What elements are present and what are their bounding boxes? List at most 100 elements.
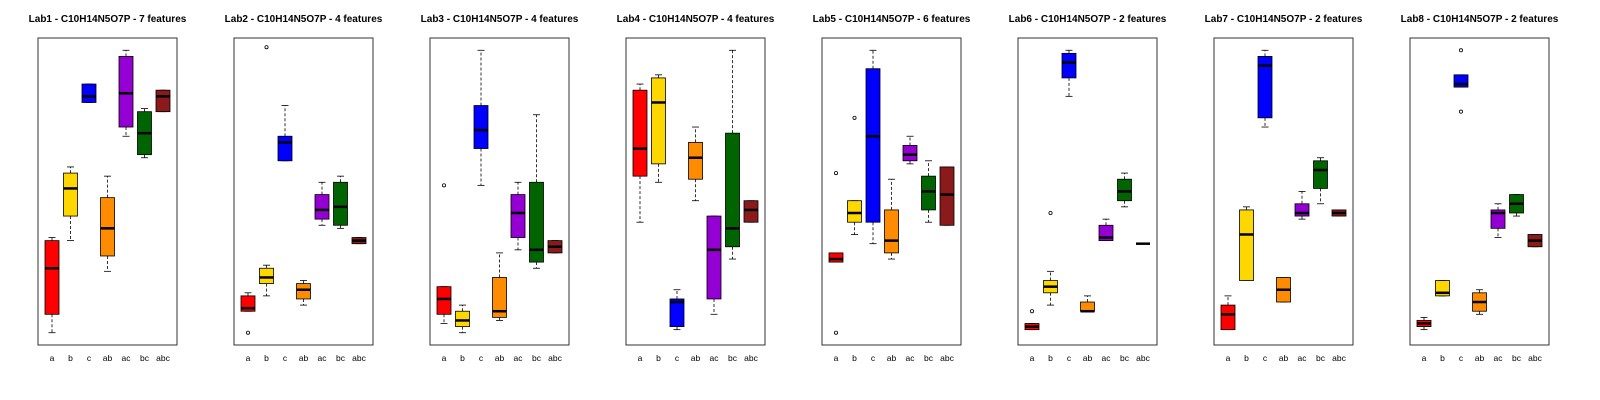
x-tick-label: bc [140, 353, 150, 363]
x-tick-label: abc [940, 353, 954, 363]
x-tick-label: ab [691, 353, 701, 363]
x-tick-label: ab [495, 353, 505, 363]
box [902, 145, 918, 162]
outlier [834, 171, 839, 176]
x-tick-label: ac [514, 353, 524, 363]
box [669, 298, 685, 327]
chart-title: Lab8 - C10H14N5O7P - 2 features [1401, 14, 1559, 25]
x-tick-label: c [1067, 353, 1072, 363]
outlier [264, 45, 269, 50]
chart-title: Lab3 - C10H14N5O7P - 4 features [421, 14, 579, 25]
box [1061, 52, 1077, 79]
x-tick-label: abc [1528, 353, 1542, 363]
box [706, 215, 722, 300]
x-tick-label: ac [906, 353, 916, 363]
plot-frame [1017, 37, 1158, 346]
box [492, 277, 507, 318]
x-tick-label: b [1048, 353, 1053, 363]
plot-frame [1213, 37, 1354, 346]
box [828, 252, 844, 263]
x-tick-label: c [87, 353, 92, 363]
box [884, 209, 899, 254]
x-tick-label: ac [1298, 353, 1308, 363]
box [1220, 304, 1236, 331]
chart-title: Lab1 - C10H14N5O7P - 7 features [29, 14, 187, 25]
box [725, 132, 740, 248]
box [259, 267, 274, 285]
x-tick-label: b [264, 353, 269, 363]
x-tick-label: b [656, 353, 661, 363]
box [847, 200, 862, 223]
x-tick-label: a [50, 353, 55, 363]
x-tick-label: abc [156, 353, 170, 363]
x-tick-label: bc [1120, 353, 1130, 363]
outlier [441, 183, 446, 188]
x-tick-label: a [246, 353, 251, 363]
box [155, 89, 171, 113]
outlier [852, 115, 857, 120]
x-tick-label: ab [1083, 353, 1093, 363]
x-tick-label: abc [1136, 353, 1150, 363]
x-tick-label: abc [352, 353, 366, 363]
x-tick-label: a [442, 353, 447, 363]
x-tick-label: abc [744, 353, 758, 363]
plot-frame [821, 37, 962, 346]
x-tick-label: ac [318, 353, 328, 363]
box [939, 166, 955, 226]
chart-title: Lab2 - C10H14N5O7P - 4 features [225, 14, 383, 25]
box [1080, 301, 1095, 312]
box [1313, 160, 1328, 189]
x-tick-label: a [1226, 353, 1231, 363]
chart-title: Lab4 - C10H14N5O7P - 4 features [617, 14, 775, 25]
x-tick-label: b [1440, 353, 1445, 363]
outlier [834, 330, 839, 335]
box [44, 240, 60, 315]
x-tick-label: ac [1494, 353, 1504, 363]
box [473, 105, 489, 149]
outlier [1459, 48, 1464, 53]
outlier [245, 330, 250, 335]
box [1490, 209, 1506, 229]
x-tick-label: ac [1102, 353, 1112, 363]
box [510, 194, 526, 238]
x-tick-label: a [834, 353, 839, 363]
x-tick-label: bc [336, 353, 346, 363]
x-tick-label: bc [924, 353, 934, 363]
x-tick-label: c [1459, 353, 1464, 363]
x-tick-label: bc [532, 353, 542, 363]
outlier [1030, 309, 1035, 314]
box [436, 286, 452, 315]
box [333, 181, 348, 226]
box [688, 141, 703, 180]
x-tick-label: ab [887, 353, 897, 363]
x-tick-label: b [68, 353, 73, 363]
x-tick-label: bc [1316, 353, 1326, 363]
box [651, 77, 666, 165]
chart-title: Lab6 - C10H14N5O7P - 2 features [1009, 14, 1167, 25]
x-tick-label: abc [548, 353, 562, 363]
x-tick-label: b [460, 353, 465, 363]
x-tick-label: c [675, 353, 680, 363]
x-tick-label: bc [728, 353, 738, 363]
x-tick-label: bc [1512, 353, 1522, 363]
x-tick-label: c [1263, 353, 1268, 363]
box [1117, 178, 1132, 202]
box [81, 83, 97, 103]
x-tick-label: ac [122, 353, 132, 363]
x-tick-label: a [1422, 353, 1427, 363]
x-tick-label: c [871, 353, 876, 363]
box [1239, 209, 1254, 281]
box [1257, 56, 1273, 119]
x-tick-label: a [1030, 353, 1035, 363]
x-tick-label: ab [1475, 353, 1485, 363]
plot-frame [625, 37, 766, 346]
plot-frame [37, 37, 178, 346]
x-tick-label: ab [103, 353, 113, 363]
x-tick-label: b [852, 353, 857, 363]
x-tick-label: b [1244, 353, 1249, 363]
plot-frame [1409, 37, 1550, 346]
outlier [1459, 109, 1464, 114]
box [296, 283, 311, 300]
x-tick-label: a [638, 353, 643, 363]
